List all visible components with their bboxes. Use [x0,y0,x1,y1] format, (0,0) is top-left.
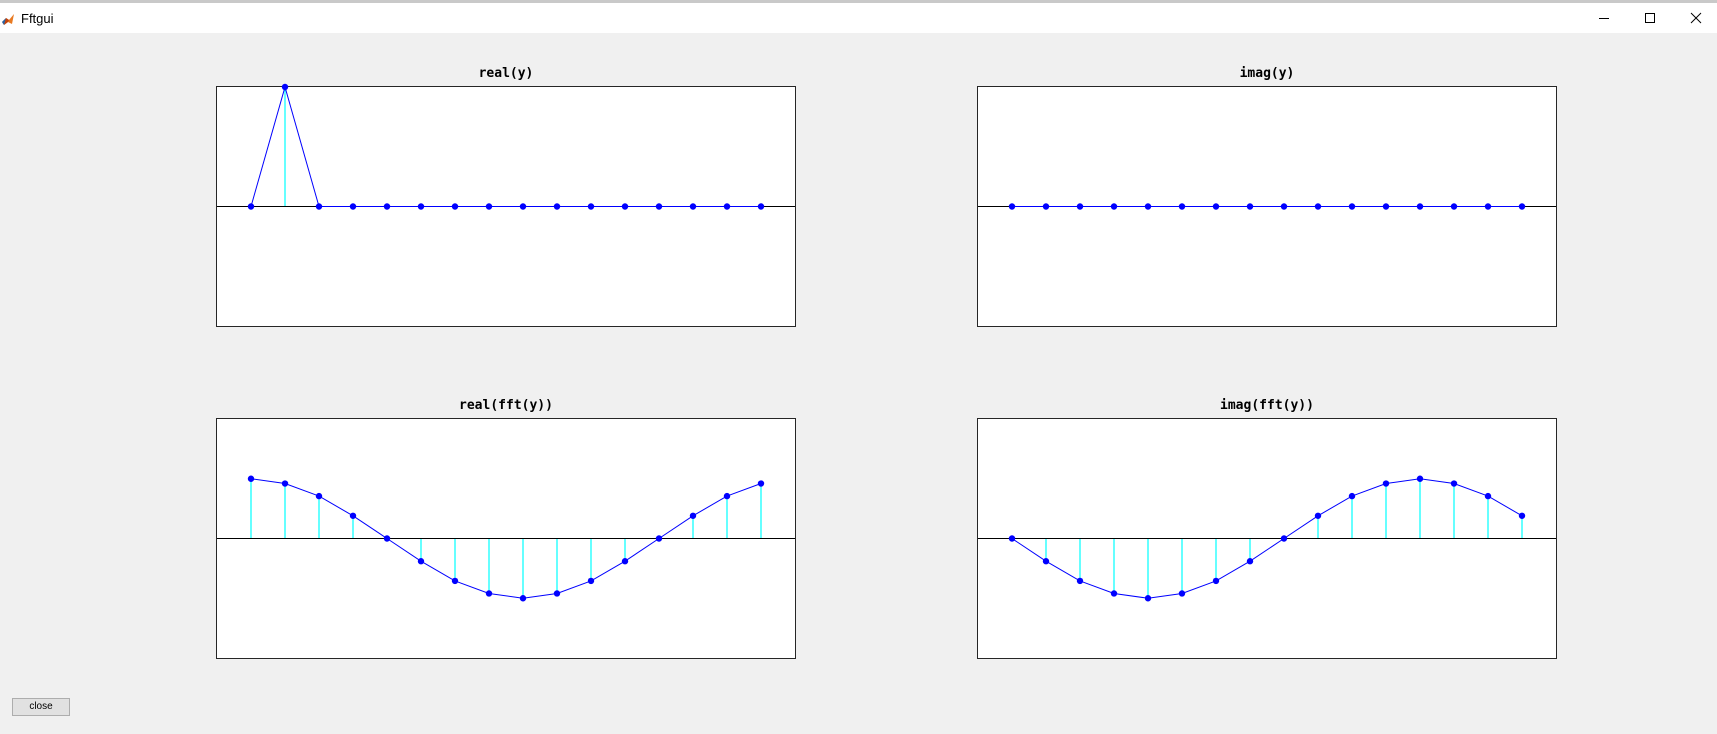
data-point-marker [1144,595,1152,602]
chart-real-y [217,83,795,210]
data-point-marker [757,480,765,487]
data-point-marker [1042,558,1050,565]
data-point-marker [621,558,629,565]
data-point-marker [1484,203,1492,210]
chart-imag-y [978,203,1556,210]
data-point-marker [349,203,357,210]
data-point-marker [1518,512,1526,519]
data-point-marker [315,492,323,500]
data-point-marker [1042,203,1050,210]
axes-imag-fft[interactable] [977,418,1557,659]
data-point-marker [281,83,289,91]
data-point-marker [1416,203,1424,210]
window-title: Fftgui [21,11,54,26]
matlab-icon [2,14,14,25]
axes-real-fft[interactable] [216,418,796,659]
series-line [1011,478,1523,599]
maximize-button[interactable] [1627,3,1673,33]
data-point-marker [1382,480,1390,487]
data-point-marker [655,203,663,210]
data-point-marker [723,492,731,500]
maximize-icon [1645,13,1655,23]
data-point-marker [553,203,561,210]
data-point-marker [1212,577,1220,585]
axes-imag-y[interactable] [977,86,1557,327]
data-point-marker [587,203,595,210]
data-point-marker [621,203,629,210]
data-point-marker [1450,203,1458,210]
close-icon [1690,12,1702,24]
data-point-marker [1246,203,1254,210]
data-point-marker [1246,558,1254,565]
data-point-marker [519,203,527,210]
data-point-marker [1416,475,1424,482]
data-point-marker [451,577,459,585]
data-point-marker [757,203,765,210]
data-point-marker [519,595,527,602]
data-point-marker [1314,203,1322,210]
minimize-icon [1599,18,1609,19]
data-point-marker [349,512,357,519]
data-point-marker [1450,480,1458,487]
data-point-marker [1382,203,1390,210]
data-point-marker [1314,512,1322,519]
data-point-marker [1178,203,1186,210]
data-point-marker [383,535,391,542]
data-point-marker [1144,203,1152,210]
data-point-marker [417,558,425,565]
data-point-marker [689,203,697,210]
minimize-button[interactable] [1581,3,1627,33]
plot-title-imag-fft: imag(fft(y)) [1220,398,1314,413]
title-bar[interactable]: Fftgui [0,3,1717,33]
series-line [250,478,762,599]
data-point-marker [485,590,493,597]
data-point-marker [247,475,255,482]
data-point-marker [689,512,697,519]
plot-title-real-fft: real(fft(y)) [459,398,553,413]
data-point-marker [1008,535,1016,542]
plot-title-imag-y: imag(y) [1239,66,1295,81]
series-line [250,85,761,207]
data-point-marker [655,535,663,542]
data-point-marker [1178,590,1186,597]
data-point-marker [1280,203,1288,210]
data-point-marker [723,203,731,210]
figure-area: real(y) imag(y) real(fft(y)) imag(fft(y)… [0,33,1717,734]
chart-imag-fft [978,475,1556,602]
data-point-marker [553,590,561,597]
data-point-marker [1280,535,1288,542]
close-window-button[interactable] [1673,3,1717,33]
plot-title-real-y: real(y) [478,66,534,81]
data-point-marker [247,203,255,210]
data-point-marker [1110,203,1118,210]
data-point-marker [485,203,493,210]
close-button[interactable]: close [12,698,70,716]
data-point-marker [1348,492,1356,500]
data-point-marker [1348,203,1356,210]
data-point-marker [315,203,323,210]
data-point-marker [383,203,391,210]
data-point-marker [1212,203,1220,210]
data-point-marker [451,203,459,210]
data-point-marker [1008,203,1016,210]
data-point-marker [1076,203,1084,210]
data-point-marker [1110,590,1118,597]
data-point-marker [281,480,289,487]
data-point-marker [1518,203,1526,210]
chart-real-fft [217,475,795,602]
axes-real-y[interactable] [216,83,796,327]
data-point-marker [417,203,425,210]
data-point-marker [1076,577,1084,585]
data-point-marker [1484,492,1492,500]
data-point-marker [587,577,595,585]
